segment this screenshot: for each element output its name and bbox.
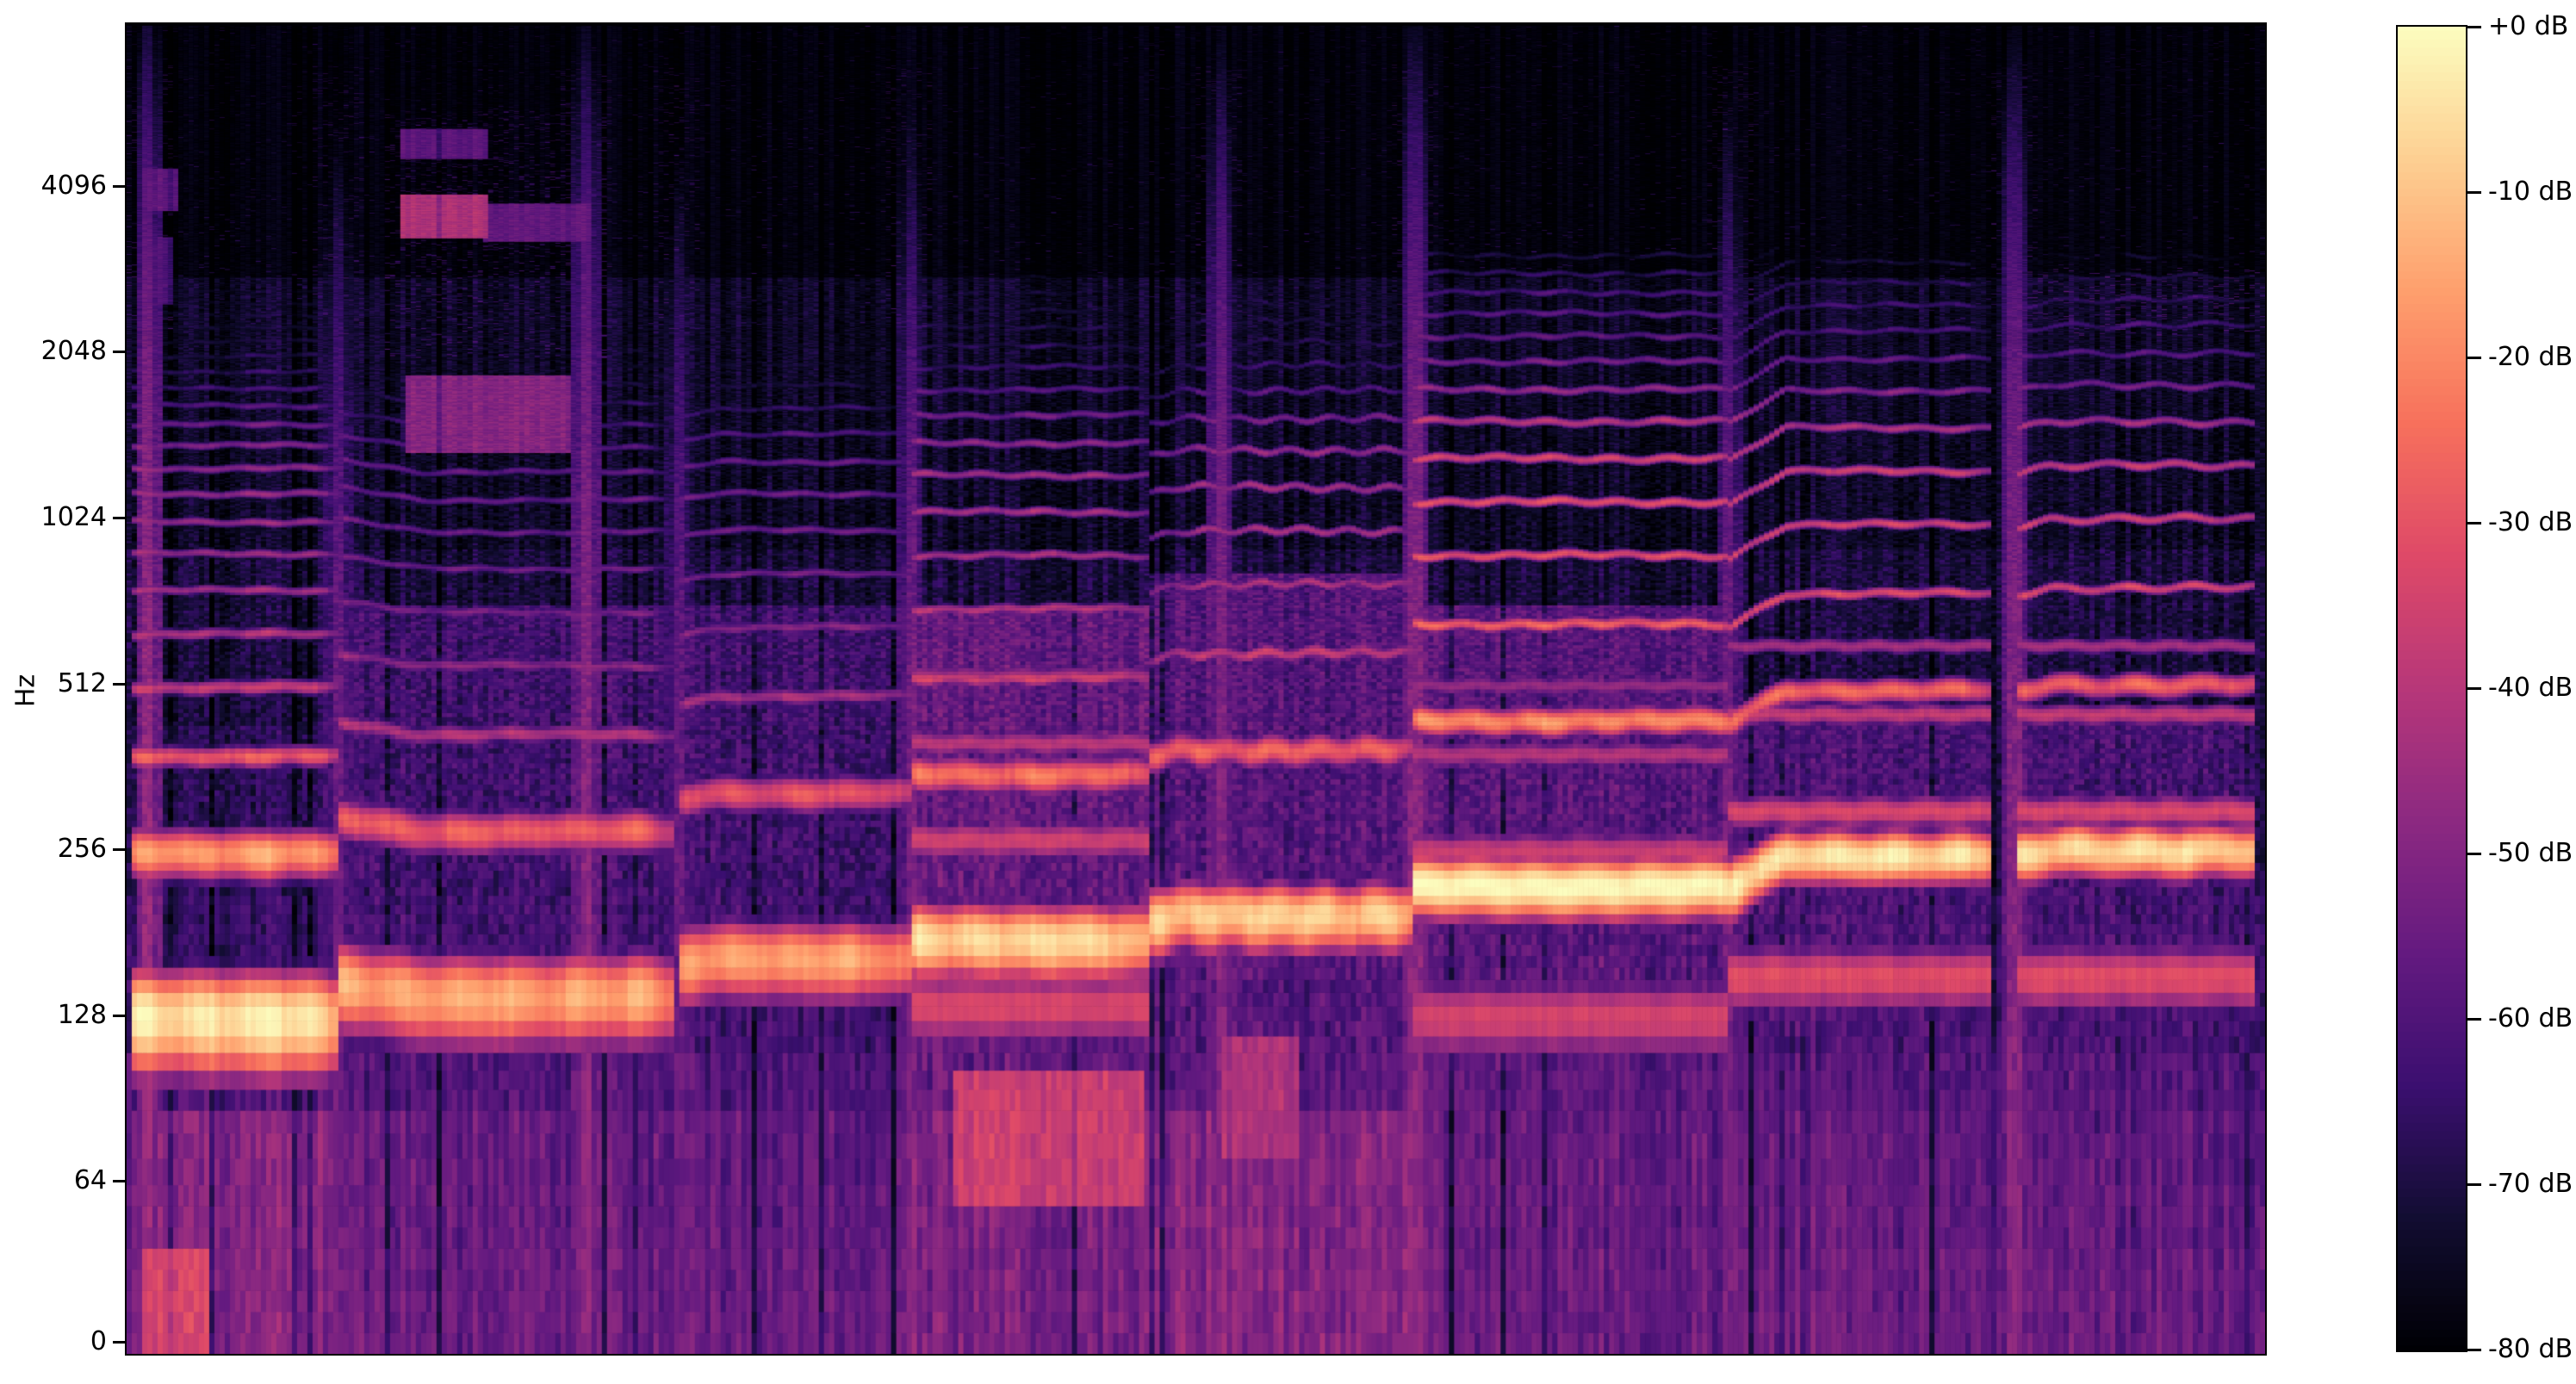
y-tick-label: 64 bbox=[73, 1165, 107, 1195]
colorbar-tick-mark bbox=[2467, 521, 2481, 524]
y-tick-mark bbox=[113, 350, 127, 353]
spectrogram-canvas bbox=[127, 24, 2265, 1354]
colorbar-tick-mark bbox=[2467, 1348, 2481, 1351]
colorbar-tick-label: +0 dB bbox=[2488, 11, 2569, 41]
colorbar-tick-mark bbox=[2467, 190, 2481, 194]
colorbar-tick-mark bbox=[2467, 686, 2481, 690]
colorbar-tick-label: -40 dB bbox=[2488, 673, 2573, 703]
y-tick-mark bbox=[113, 847, 127, 851]
y-tick-label: 512 bbox=[57, 668, 107, 698]
y-tick-label: 128 bbox=[57, 1000, 107, 1030]
y-tick-label: 4096 bbox=[40, 171, 107, 201]
colorbar-tick-label: -10 dB bbox=[2488, 177, 2573, 207]
colorbar-tick-label: -20 dB bbox=[2488, 342, 2573, 372]
colorbar-tick-mark bbox=[2467, 25, 2481, 28]
y-tick-label: 0 bbox=[90, 1326, 107, 1356]
y-tick-mark bbox=[113, 1340, 127, 1344]
colorbar-tick-label: -70 dB bbox=[2488, 1169, 2573, 1199]
colorbar-tick-mark bbox=[2467, 852, 2481, 855]
y-tick-mark bbox=[113, 184, 127, 188]
y-tick-label: 2048 bbox=[40, 336, 107, 366]
colorbar-canvas bbox=[2398, 27, 2466, 1350]
y-tick-mark bbox=[113, 1179, 127, 1182]
colorbar-tick-mark bbox=[2467, 356, 2481, 359]
colorbar-tick-label: -30 dB bbox=[2488, 507, 2573, 537]
y-tick-label: 256 bbox=[57, 834, 107, 864]
y-tick-mark bbox=[113, 1014, 127, 1017]
colorbar-tick-mark bbox=[2467, 1017, 2481, 1021]
y-tick-mark bbox=[113, 682, 127, 686]
y-tick-label: 1024 bbox=[40, 502, 107, 532]
colorbar-tick-label: -50 dB bbox=[2488, 838, 2573, 868]
y-tick-mark bbox=[113, 516, 127, 519]
colorbar-tick-mark bbox=[2467, 1182, 2481, 1186]
colorbar-tick-label: -60 dB bbox=[2488, 1003, 2573, 1033]
colorbar-tick-label: -80 dB bbox=[2488, 1334, 2573, 1364]
